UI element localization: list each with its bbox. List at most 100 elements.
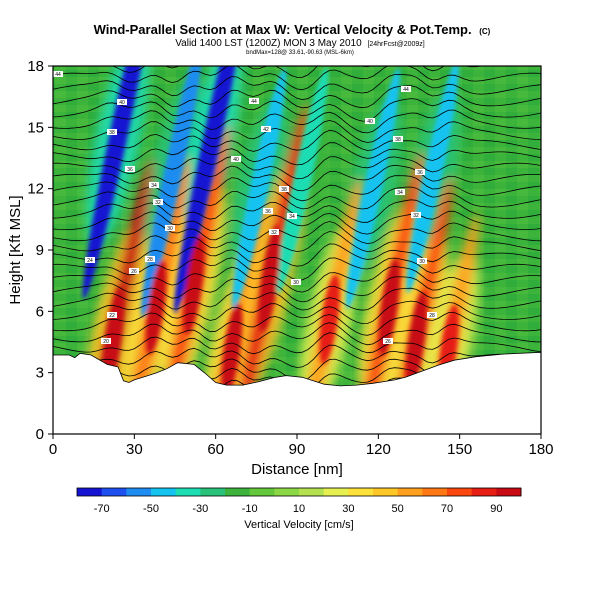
contour-label: 36 <box>265 209 271 215</box>
contour-label: 36 <box>127 167 133 173</box>
contour-label: 44 <box>403 87 409 93</box>
contour-label-bg <box>415 169 425 175</box>
contour-label-bg <box>393 136 403 142</box>
contour-label-bg <box>107 312 117 318</box>
updraft-core <box>221 302 243 398</box>
contour-label-bg <box>365 118 375 124</box>
contour-label: 38 <box>109 130 115 136</box>
contour-label: 34 <box>289 214 295 220</box>
contour-label: 28 <box>429 313 435 319</box>
colorbar-segment <box>151 488 177 496</box>
downdraft-core <box>406 66 459 293</box>
isentrope-line <box>53 231 541 254</box>
contour-label: 32 <box>155 200 161 206</box>
isentrope-line <box>53 322 541 346</box>
contour-label-bg <box>417 258 427 264</box>
contour-label: 20 <box>103 339 109 345</box>
contour-label-bg <box>231 156 241 162</box>
colorbar-segment <box>323 488 349 496</box>
isentrope-line <box>53 85 541 109</box>
contour-label-bg <box>145 256 155 262</box>
contour-label-bg <box>53 71 63 77</box>
x-tick-label: 60 <box>207 441 224 458</box>
isentrope-line <box>111 66 484 78</box>
y-tick-label: 3 <box>36 365 44 382</box>
y-tick-label: 0 <box>36 426 44 443</box>
isentrope-line <box>53 119 541 143</box>
downdraft-core <box>231 68 287 309</box>
x-tick-label: 150 <box>447 441 472 458</box>
isentrope-line <box>53 98 541 122</box>
svg-text:Valid 1400 LST (1200Z) MON 3 M: Valid 1400 LST (1200Z) MON 3 May 2010 [2… <box>175 38 425 49</box>
colorbar-label: Vertical Velocity [cm/s] <box>244 519 353 531</box>
isentrope-line <box>53 175 541 202</box>
x-tick-label: 30 <box>126 441 143 458</box>
colorbar-segment <box>225 488 251 496</box>
colorbar-segment <box>422 488 448 496</box>
contour-label: 40 <box>119 100 125 106</box>
updraft-core <box>145 259 167 355</box>
isentrope-line <box>53 276 541 303</box>
contour-label-bg <box>401 86 411 92</box>
contour-label-bg <box>249 98 259 104</box>
contour-label-bg <box>107 129 117 135</box>
downdraft-core <box>141 66 204 318</box>
contour-label: 36 <box>417 170 423 176</box>
colorbar-tick-label: 10 <box>293 503 305 515</box>
isentrope-line <box>53 243 541 267</box>
chart-title: Wind-Parallel Section at Max W: Vertical… <box>94 22 472 37</box>
isentrope-line <box>53 332 541 355</box>
x-tick-label: 90 <box>289 441 306 458</box>
colorbar-tick-label: 70 <box>441 503 453 515</box>
x-tick-label: 0 <box>49 441 57 458</box>
colorbar-segment <box>397 488 423 496</box>
contour-label: 26 <box>131 269 137 275</box>
contour-label-bg <box>125 166 135 172</box>
contour-label: 26 <box>385 339 391 345</box>
contour-label-bg <box>153 199 163 205</box>
y-tick-label: 9 <box>36 242 44 259</box>
colorbar-segment <box>299 488 325 496</box>
contour-label: 32 <box>271 230 277 236</box>
colorbar-tick-label: -30 <box>192 503 208 515</box>
contour-label: 44 <box>251 99 257 105</box>
contour-label-bg <box>279 186 289 192</box>
isentrope-line <box>53 156 541 180</box>
isentrope-line <box>53 287 541 311</box>
svg-text:Wind-Parallel Section at Max W: Wind-Parallel Section at Max W: Vertical… <box>94 22 491 37</box>
colorbar-segment <box>77 488 103 496</box>
downdraft-core <box>276 67 329 294</box>
isentrope-line <box>53 129 541 152</box>
x-axis-label: Distance [nm] <box>251 461 343 478</box>
contour-label-bg <box>269 229 279 235</box>
contour-label-bg <box>427 312 437 318</box>
updraft-core <box>183 234 205 335</box>
contour-label-bg <box>383 338 393 344</box>
contour-label: 24 <box>87 258 93 264</box>
colorbar-segment <box>249 488 275 496</box>
contour-label-bg <box>395 189 405 195</box>
title-mark: (C) <box>479 27 490 36</box>
colorbar-tick-label: 50 <box>392 503 404 515</box>
contour-label: 40 <box>233 157 239 163</box>
chart-subtitle-note: [24hrFcst@2009z] <box>367 41 424 48</box>
contour-label: 34 <box>397 190 403 196</box>
colorbar-segment <box>447 488 473 496</box>
contour-label-bg <box>165 225 175 231</box>
contour-label: 34 <box>151 183 157 189</box>
contour-label: 30 <box>167 226 173 232</box>
colorbar-tick-label: -50 <box>143 503 159 515</box>
contour-label: 30 <box>419 259 425 265</box>
y-axis-label: Height [Kft MSL] <box>7 195 24 304</box>
contour-label: 28 <box>147 257 153 263</box>
isentrope-line <box>53 300 541 325</box>
contour-label: 22 <box>109 313 115 319</box>
colorbar-segment <box>471 488 497 496</box>
downdraft-core <box>82 66 154 299</box>
contour-label-bg <box>117 99 127 105</box>
isentrope-line <box>53 73 541 101</box>
chart-subtitle: Valid 1400 LST (1200Z) MON 3 May 2010 <box>175 38 362 49</box>
colorbar-frame <box>76 487 522 497</box>
contour-label-bg <box>129 268 139 274</box>
